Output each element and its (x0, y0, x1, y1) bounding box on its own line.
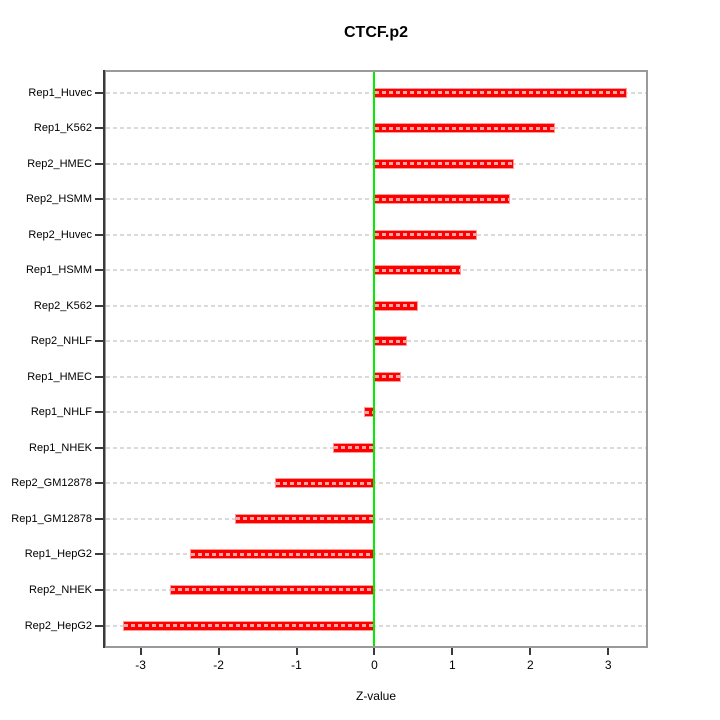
chart-title: CTCF.p2 (344, 24, 408, 41)
bar-dash-pattern (375, 91, 626, 94)
bar (333, 442, 375, 453)
x-axis-tick-label: 2 (526, 658, 534, 672)
y-axis-label: Rep2_Huvec (28, 228, 92, 241)
zero-reference-line (373, 72, 376, 646)
x-axis-tick-label: 1 (449, 658, 456, 672)
plot-area-border (104, 70, 648, 648)
x-axis-title: Z-value (355, 689, 396, 703)
x-axis-tick (139, 648, 142, 655)
y-axis-tick (95, 340, 103, 343)
bar-dash-pattern (375, 304, 418, 308)
y-axis-tick (95, 553, 103, 556)
bar-dash-pattern (375, 162, 513, 166)
bar-dash-pattern (375, 197, 510, 201)
x-axis-tick (529, 648, 532, 655)
bar (170, 584, 375, 595)
y-axis-tick (95, 233, 103, 236)
bar-dash-pattern (375, 268, 460, 272)
row-gridline (106, 624, 646, 627)
y-axis-label: Rep1_NHEK (29, 441, 92, 454)
y-axis-tick (95, 304, 103, 307)
y-axis-label: Rep1_HSMM (25, 264, 92, 277)
x-axis-tick (607, 648, 610, 655)
bar (374, 158, 514, 169)
y-axis-tick (95, 91, 103, 94)
bar-dash-pattern (375, 339, 407, 343)
y-axis-tick (95, 446, 103, 449)
y-axis-label: Rep2_K562 (33, 299, 92, 312)
row-gridline (106, 588, 646, 591)
y-axis-tick (95, 482, 103, 485)
y-axis-line (103, 70, 105, 648)
row-gridline (106, 482, 646, 485)
x-axis-tick-label: 0 (371, 658, 378, 672)
bar (374, 123, 556, 134)
y-axis-label: Rep1_HepG2 (24, 548, 92, 561)
x-axis-tick (373, 648, 376, 655)
y-axis-label: Rep2_HepG2 (24, 619, 92, 632)
y-axis-label: Rep2_NHEK (29, 583, 92, 596)
y-axis-tick (95, 517, 103, 520)
y-axis-label: Rep1_Huvec (28, 86, 92, 99)
bar-dash-pattern (334, 446, 374, 450)
bar-dash-pattern (364, 410, 374, 414)
bar-dash-pattern (276, 481, 374, 485)
x-axis-tick-label: -2 (213, 658, 224, 672)
bar-dash-pattern (124, 624, 374, 627)
row-gridline (106, 411, 646, 414)
y-axis-label: Rep2_NHLF (30, 335, 92, 348)
bar (374, 300, 419, 311)
y-axis-label: Rep2_GM12878 (11, 477, 92, 490)
bar (123, 620, 375, 631)
y-axis-tick (95, 127, 103, 130)
row-gridline (106, 553, 646, 556)
bar-dash-pattern (375, 126, 555, 130)
bar-dash-pattern (171, 588, 374, 592)
y-axis-tick (95, 588, 103, 591)
y-axis-tick (95, 162, 103, 165)
y-axis-label: Rep2_HMEC (27, 157, 92, 170)
y-axis-label: Rep1_K562 (33, 122, 92, 135)
x-axis-tick (295, 648, 298, 655)
y-axis-tick (95, 198, 103, 201)
x-axis-tick-label: 3 (604, 658, 612, 672)
bar-dash-pattern (235, 517, 374, 521)
bar (374, 87, 627, 98)
x-axis-tick-label: -1 (291, 658, 302, 672)
bar (234, 513, 375, 524)
y-axis-label: Rep2_HSMM (25, 193, 92, 206)
x-axis-tick (217, 648, 220, 655)
y-axis-tick (95, 624, 103, 627)
y-axis-tick (95, 411, 103, 414)
x-axis-tick-label: -3 (135, 658, 146, 672)
y-axis-tick (95, 269, 103, 272)
bar-dash-pattern (375, 375, 400, 379)
row-gridline (106, 517, 646, 520)
bar-dash-pattern (375, 233, 476, 237)
bar (374, 265, 461, 276)
bar-dash-pattern (190, 552, 374, 556)
y-axis-label: Rep1_HMEC (27, 370, 92, 383)
y-axis-tick (95, 375, 103, 378)
bar (374, 336, 408, 347)
bar (374, 229, 477, 240)
bar (275, 478, 375, 489)
row-gridline (106, 446, 646, 449)
bar (189, 549, 375, 560)
y-axis-label: Rep1_GM12878 (11, 512, 92, 525)
y-axis-label: Rep1_NHLF (30, 406, 92, 419)
bar (374, 194, 511, 205)
bar (374, 371, 401, 382)
x-axis-tick (451, 648, 454, 655)
